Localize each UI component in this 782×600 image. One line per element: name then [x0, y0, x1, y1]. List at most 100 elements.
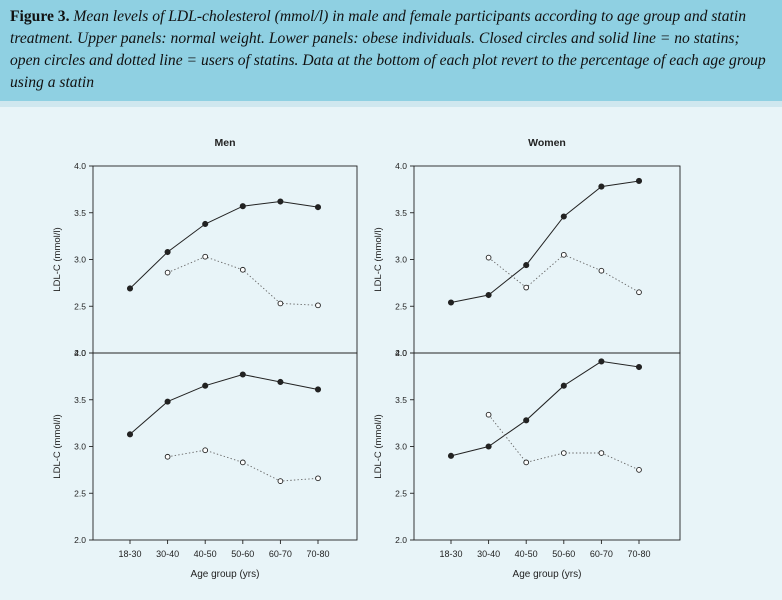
chart-panel-3: [89, 352, 358, 544]
no-statins-point: [560, 382, 567, 389]
x-tick-label: 70-80: [627, 549, 650, 559]
no-statins-point: [239, 203, 246, 210]
column-title: Men: [215, 137, 236, 149]
no-statins-point: [202, 382, 209, 389]
no-statins-point: [560, 213, 567, 220]
no-statins-point: [635, 177, 643, 185]
y-tick-label: 3.5: [395, 208, 407, 218]
figure-label: Figure 3.: [10, 8, 70, 25]
statin-users-point: [202, 447, 209, 454]
x-tick-label: 40-50: [515, 549, 538, 559]
plot-frame: [92, 165, 358, 354]
statin-users-point: [315, 302, 321, 309]
x-tick-label: 30-40: [477, 549, 500, 559]
figure-caption-text: Mean levels of LDL-cholesterol (mmol/l) …: [10, 8, 766, 91]
x-tick-label: 60-70: [590, 549, 613, 559]
statin-users-point: [636, 467, 642, 473]
y-tick-label: 4.0: [395, 161, 407, 171]
no-statins-point: [314, 204, 322, 211]
statin-users-point: [636, 289, 642, 296]
x-tick-label: 50-60: [552, 549, 575, 559]
y-tick-label: 2.5: [395, 488, 407, 498]
no-statins-point: [277, 198, 284, 205]
statin-users-point: [523, 284, 530, 291]
statin-users-line: [167, 449, 319, 482]
x-tick-label: 30-40: [156, 549, 179, 559]
x-tick-label: 40-50: [194, 549, 217, 559]
no-statins-point: [126, 431, 134, 438]
statin-users-point: [485, 411, 492, 418]
chart-panel-2: [410, 165, 681, 354]
no-statins-point: [126, 285, 134, 292]
no-statins-point: [447, 452, 455, 459]
y-axis-label: LDL-C (mmol/l): [373, 227, 384, 291]
figure-caption: Figure 3. Mean levels of LDL-cholesterol…: [0, 0, 782, 101]
statin-users-point: [277, 300, 284, 307]
statin-users-line: [488, 414, 640, 471]
chart-panel-1: [89, 165, 358, 354]
no-statins-point: [277, 378, 284, 386]
statin-users-point: [239, 266, 246, 273]
plot-frame: [413, 352, 681, 541]
y-tick-label: 2.0: [395, 535, 407, 545]
no-statins-point: [239, 371, 246, 378]
y-tick-label: 2.0: [74, 348, 86, 358]
x-tick-label: 18-30: [439, 549, 462, 559]
x-axis-label: Age group (yrs): [191, 569, 260, 580]
statin-users-point: [560, 251, 567, 258]
y-tick-label: 3.5: [74, 208, 86, 218]
y-tick-label: 3.0: [395, 255, 407, 265]
figure-panel: 4.0 3.5 3.0 2.5 2.0 LDL-C (mmol/l) Men 4.0 3.5 3.…: [0, 101, 782, 600]
y-tick-label: 2.5: [74, 488, 86, 498]
y-tick-label: 3.5: [395, 395, 407, 405]
plot-frame: [413, 165, 681, 354]
y-tick-label: 4.0: [74, 161, 86, 171]
y-tick-label: 4.0: [395, 348, 407, 358]
no-statins-point: [164, 398, 171, 405]
no-statins-point: [598, 358, 605, 365]
statin-users-point: [560, 450, 567, 456]
y-axis-label: LDL-C (mmol/l): [373, 414, 384, 478]
x-tick-label: 50-60: [231, 549, 254, 559]
no-statins-line: [129, 373, 319, 435]
no-statins-point: [485, 443, 492, 450]
plot-frame: [92, 352, 358, 541]
no-statins-point: [164, 248, 171, 256]
statin-users-point: [485, 254, 492, 261]
x-axis-label: Age group (yrs): [513, 569, 582, 580]
y-tick-label: 2.0: [395, 348, 407, 358]
statin-users-line: [488, 254, 640, 293]
y-tick-label: 2.5: [74, 301, 86, 311]
y-tick-label: 3.5: [74, 395, 86, 405]
no-statins-point: [202, 220, 209, 228]
no-statins-point: [523, 262, 530, 269]
no-statins-point: [635, 363, 643, 371]
chart-panel-4: [410, 352, 681, 544]
x-tick-label: 18-30: [118, 549, 141, 559]
statin-users-point: [598, 267, 605, 274]
y-tick-label: 3.0: [74, 255, 86, 265]
no-statins-line: [450, 360, 640, 457]
statin-users-point: [523, 459, 530, 466]
no-statins-point: [447, 299, 455, 306]
y-tick-label: 2.5: [395, 301, 407, 311]
no-statins-point: [598, 183, 605, 190]
no-statins-line: [129, 200, 319, 289]
statin-users-point: [164, 269, 171, 276]
no-statins-point: [485, 291, 492, 299]
column-title: Women: [528, 137, 566, 149]
y-axis-label: LDL-C (mmol/l): [52, 414, 63, 478]
x-tick-label: 70-80: [306, 549, 329, 559]
statin-users-point: [598, 450, 605, 456]
no-statins-line: [450, 180, 640, 303]
no-statins-point: [314, 386, 322, 393]
y-axis-label: LDL-C (mmol/l): [52, 227, 63, 291]
statin-users-point: [202, 253, 209, 260]
statin-users-point: [239, 459, 246, 466]
y-tick-label: 3.0: [74, 442, 86, 452]
statin-users-point: [277, 478, 284, 484]
statin-users-line: [167, 256, 319, 306]
x-tick-label: 60-70: [269, 549, 292, 559]
y-tick-label: 4.0: [74, 348, 86, 358]
